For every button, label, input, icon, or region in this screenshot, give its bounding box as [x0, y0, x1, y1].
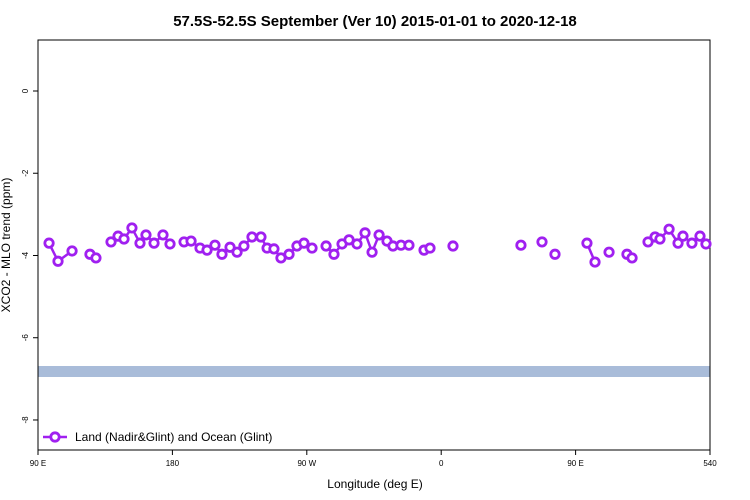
data-point [672, 237, 684, 249]
data-point [298, 237, 310, 249]
data-point [231, 246, 243, 258]
data-point [424, 242, 436, 254]
data-point [66, 245, 78, 257]
chart-title: 57.5S-52.5S September (Ver 10) 2015-01-0… [173, 13, 577, 30]
data-point [216, 248, 228, 260]
data-point [677, 230, 689, 242]
y-tick-label: -4 [21, 251, 30, 259]
data-point [581, 237, 593, 249]
map-strip [38, 366, 710, 377]
data-point [366, 246, 378, 258]
data-point [663, 223, 675, 235]
data-point [246, 231, 258, 243]
data-point [283, 248, 295, 260]
x-tick-label: 90 W [297, 459, 316, 468]
data-point [185, 235, 197, 247]
x-tick-label: 540 [703, 459, 717, 468]
data-point [320, 240, 332, 252]
x-tick-label: 180 [166, 459, 180, 468]
data-point [90, 252, 102, 264]
data-point [373, 229, 385, 241]
data-point [686, 237, 698, 249]
data-point [164, 238, 176, 250]
x-tick-label: 90 E [567, 459, 583, 468]
data-point [140, 229, 152, 241]
data-point [255, 231, 267, 243]
data-point [52, 255, 64, 267]
data-point [359, 227, 371, 239]
y-tick-label: -6 [21, 334, 30, 342]
data-point [126, 222, 138, 234]
data-point [209, 239, 221, 251]
data-point [306, 242, 318, 254]
x-axis-label: Longitude (deg E) [327, 477, 422, 491]
data-point [626, 252, 638, 264]
data-point [43, 237, 55, 249]
y-tick-label: -8 [21, 416, 30, 424]
data-point [589, 256, 601, 268]
data-point [224, 241, 236, 253]
y-tick-label: -2 [21, 169, 30, 177]
data-point [700, 238, 712, 250]
data-point [201, 244, 213, 256]
x-tick-label: 0 [439, 459, 444, 468]
data-point [105, 236, 117, 248]
data-point [642, 236, 654, 248]
data-point [654, 233, 666, 245]
data-point [403, 239, 415, 251]
data-point [238, 240, 250, 252]
data-point [515, 239, 527, 251]
data-point [549, 248, 561, 260]
data-point [268, 243, 280, 255]
legend-marker [49, 431, 61, 443]
data-point [603, 246, 615, 258]
data-point [118, 233, 130, 245]
data-point [157, 229, 169, 241]
legend-label: Land (Nadir&Glint) and Ocean (Glint) [75, 430, 272, 444]
data-point [351, 238, 363, 250]
y-tick-label: 0 [21, 88, 30, 93]
x-tick-label: 90 E [30, 459, 46, 468]
data-point [694, 230, 706, 242]
data-point [536, 236, 548, 248]
data-point [447, 240, 459, 252]
data-point [328, 248, 340, 260]
data-point [148, 237, 160, 249]
data-point [134, 237, 146, 249]
y-axis-label: XCO2 - MLO trend (ppm) [0, 178, 13, 313]
